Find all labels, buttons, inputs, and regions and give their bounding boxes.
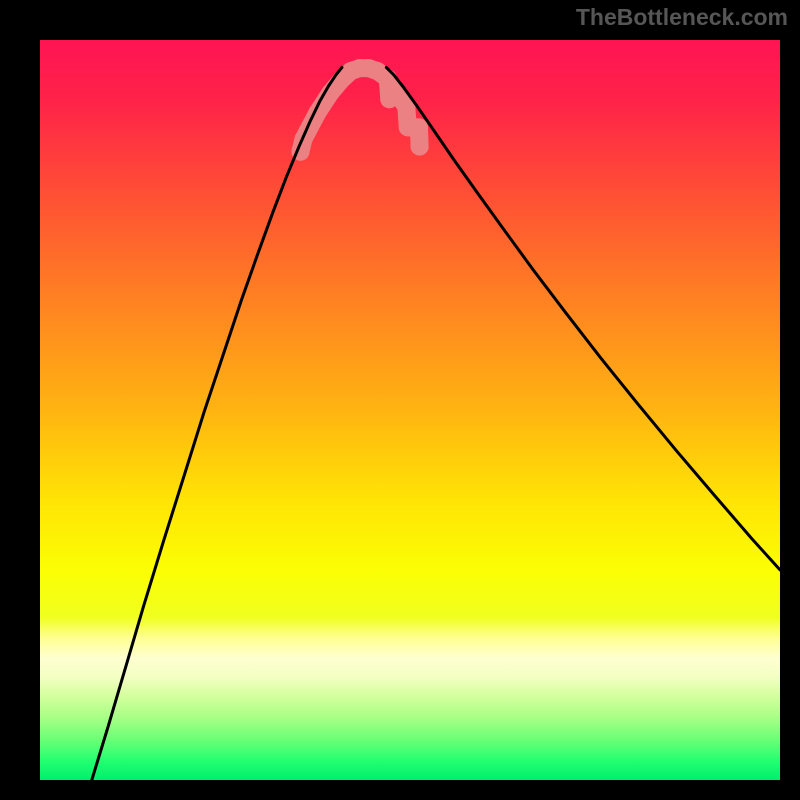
- chart-canvas: TheBottleneck.com: [0, 0, 800, 800]
- bottom-overlay-dot: [410, 118, 428, 136]
- bottom-overlay-dot: [411, 138, 429, 156]
- plot-svg: [40, 40, 780, 780]
- gradient-background: [40, 40, 780, 780]
- plot-area: [40, 40, 780, 780]
- watermark-text: TheBottleneck.com: [576, 4, 788, 31]
